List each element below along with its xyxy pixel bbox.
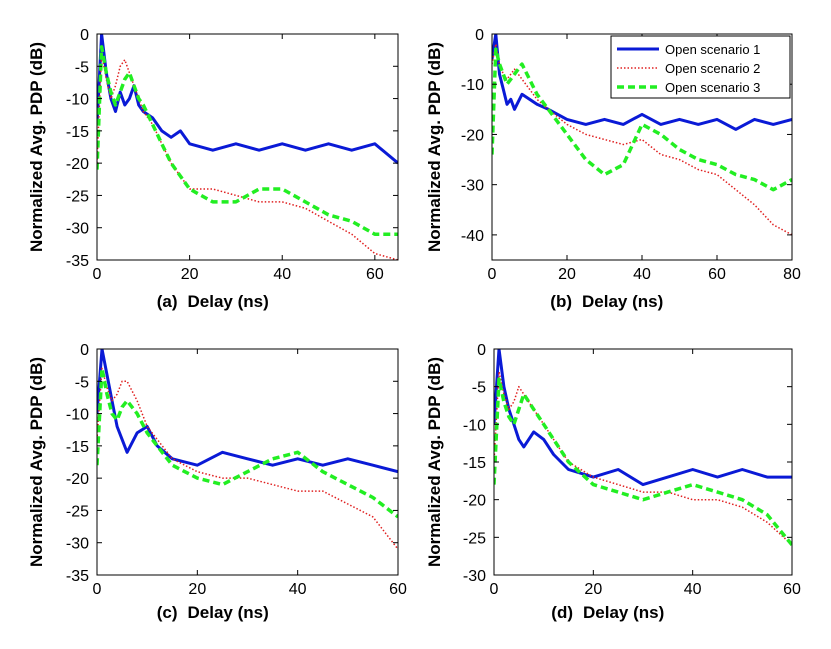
y-tick-label: -10 (463, 417, 486, 434)
x-tick-label: 0 (490, 581, 499, 598)
y-tick-label: 0 (80, 27, 89, 44)
legend-label-2: Open scenario 2 (665, 61, 760, 76)
x-tick-label: 0 (93, 266, 102, 283)
legend-label-1: Open scenario 1 (665, 42, 760, 57)
x-tick-label: 40 (684, 581, 702, 598)
y-tick-label: -35 (66, 568, 89, 585)
series-line-3 (97, 45, 398, 236)
series-line-2 (97, 52, 398, 260)
x-tick-label: 0 (488, 266, 497, 283)
legend-box (610, 35, 791, 99)
y-tick-label: -25 (66, 503, 89, 520)
series-line-3 (494, 377, 792, 547)
y-tick-label: 0 (80, 342, 89, 359)
x-tick-label: 60 (708, 266, 726, 283)
series-line-3 (492, 47, 792, 192)
panel-tag: (b) (550, 292, 572, 311)
y-tick-label: -30 (66, 221, 89, 238)
y-tick-label: -10 (66, 407, 89, 424)
x-tick-label: 20 (584, 581, 602, 598)
y-axis-label: Normalized Avg. PDP (dB) (27, 357, 46, 567)
panel-b: 0 20 40 60 80 0 -10 -20 -30 -40 (b) Delay (ns) Norma… (425, 27, 801, 311)
x-tick-label: 60 (389, 581, 407, 598)
y-tick-label: -30 (66, 536, 89, 553)
y-axis-label: Normalized Avg. PDP (dB) (27, 42, 46, 252)
y-axis-label: Normalized Avg. PDP (dB) (425, 42, 444, 252)
y-tick-label: 0 (475, 27, 484, 44)
series-line-1 (97, 349, 398, 474)
panel-tag: (c) (157, 603, 178, 622)
series-line-1 (494, 349, 792, 487)
y-tick-label: -40 (461, 228, 484, 245)
legend: Open scenario 1 Open scenario 2 Open scena… (610, 35, 791, 99)
x-tick-label: 0 (93, 581, 102, 598)
panel-d: 0 20 40 60 0 -5 -10 -15 -20 -25 -30 (d) Delay (ns) No… (425, 342, 801, 622)
x-axis-label: Delay (ns) (582, 292, 663, 311)
y-tick-label: -20 (66, 156, 89, 173)
x-axis-label: Delay (ns) (188, 603, 269, 622)
series-line-1 (97, 34, 398, 165)
y-tick-label: -15 (66, 439, 89, 456)
y-tick-label: -35 (66, 253, 89, 270)
series-line-2 (97, 367, 398, 550)
x-tick-label: 20 (558, 266, 576, 283)
y-tick-label: -10 (66, 92, 89, 109)
y-tick-label: -20 (463, 493, 486, 510)
y-tick-label: -30 (461, 178, 484, 195)
x-tick-label: 40 (289, 581, 307, 598)
axes-frame (493, 348, 793, 576)
axes-frame (96, 33, 399, 261)
y-tick-label: -5 (75, 374, 89, 391)
x-tick-label: 20 (181, 266, 199, 283)
legend-label-3: Open scenario 3 (665, 80, 760, 95)
x-tick-label: 80 (783, 266, 801, 283)
series-line-1 (492, 34, 792, 131)
series-line-3 (97, 366, 398, 519)
panel-c: 0 20 40 60 0 -5 -10 -15 -20 -25 -30 -35 (c) Delay (ns… (27, 342, 407, 622)
y-tick-label: -25 (66, 188, 89, 205)
y-tick-label: -30 (463, 568, 486, 585)
series-line-2 (494, 370, 792, 546)
y-tick-label: -5 (472, 380, 486, 397)
y-tick-label: -20 (66, 471, 89, 488)
x-tick-label: 60 (783, 581, 801, 598)
x-axis-label: Delay (ns) (583, 603, 664, 622)
x-tick-label: 60 (366, 266, 384, 283)
y-tick-label: -5 (75, 59, 89, 76)
y-axis-label: Normalized Avg. PDP (dB) (425, 357, 444, 567)
y-tick-label: -15 (66, 124, 89, 141)
y-tick-label: 0 (477, 342, 486, 359)
panel-tag: (a) (157, 292, 178, 311)
axes-frame (96, 348, 399, 576)
x-tick-label: 40 (273, 266, 291, 283)
y-tick-label: -15 (463, 455, 486, 472)
x-tick-label: 20 (188, 581, 206, 598)
panel-a: 0 20 40 60 0 -5 -10 -15 -20 -25 -30 -35 (a) Delay (ns… (27, 27, 399, 311)
y-tick-label: -20 (461, 127, 484, 144)
y-tick-label: -10 (461, 77, 484, 94)
y-tick-label: -25 (463, 530, 486, 547)
panel-tag: (d) (551, 603, 573, 622)
x-axis-label: Delay (ns) (188, 292, 269, 311)
x-tick-label: 40 (633, 266, 651, 283)
